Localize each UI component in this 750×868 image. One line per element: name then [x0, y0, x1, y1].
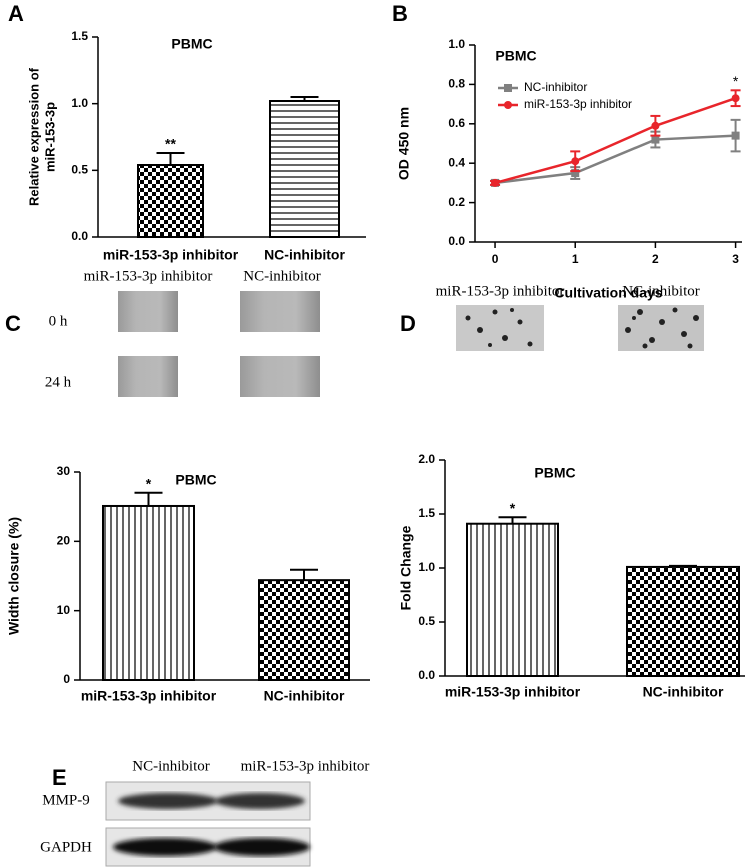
panel-label: C — [5, 311, 21, 336]
cells — [465, 307, 699, 349]
x-tick-label: 3 — [732, 252, 739, 266]
y-tick-label: 30 — [57, 464, 71, 478]
marker — [491, 178, 500, 187]
y-tick-label: 0 — [63, 672, 70, 686]
micro-image — [118, 356, 178, 397]
y-tick-label: 0.5 — [71, 163, 88, 177]
chart-title: PBMC — [534, 465, 575, 481]
y-tick-label: 1.5 — [418, 506, 435, 520]
y-tick-label: 0.0 — [71, 229, 88, 243]
bar — [137, 164, 204, 238]
y-tick-label: 0.0 — [448, 234, 465, 248]
y-tick-label: 1.0 — [448, 37, 465, 51]
y-tick-label: 0.8 — [448, 77, 465, 91]
row-label: MMP-9 — [42, 792, 90, 808]
column-label: miR-153-3p inhibitor — [241, 758, 370, 774]
invasion-images — [456, 305, 704, 351]
marker — [571, 169, 580, 178]
panel-label: E — [52, 765, 67, 790]
marker — [651, 121, 660, 130]
y-axis-label: Relative expression of — [26, 67, 41, 206]
legend-marker — [504, 101, 512, 109]
y-tick-label: 0.0 — [418, 668, 435, 682]
x-tick-label: NC-inhibitor — [264, 247, 345, 263]
marker — [651, 135, 660, 144]
column-label: miR-153-3p inhibitor — [436, 283, 565, 299]
y-axis-label: OD 450 nm — [396, 107, 412, 180]
y-axis-label: miR-153-3p — [42, 102, 57, 172]
column-label: NC-inhibitor — [132, 758, 210, 774]
series-line — [494, 97, 736, 185]
marker — [731, 131, 740, 140]
y-tick-label: 1.0 — [71, 96, 88, 110]
marker — [571, 157, 580, 166]
column-label: NC-inhibitor — [243, 268, 321, 284]
blot-band — [214, 838, 310, 856]
marker — [731, 94, 740, 103]
x-tick-label: miR-153-3p inhibitor — [81, 688, 217, 704]
chart-title: PBMC — [175, 472, 216, 488]
y-tick-label: 2.0 — [418, 452, 435, 466]
bar — [269, 100, 340, 238]
row-label: 0 h — [49, 313, 68, 329]
y-tick-label: 0.6 — [448, 116, 465, 130]
annotation: * — [146, 476, 152, 492]
y-tick-label: 0.2 — [448, 195, 465, 209]
blot-band — [215, 793, 305, 809]
blot-band — [113, 838, 217, 856]
y-tick-label: 1.5 — [71, 29, 88, 43]
annotation: ** — [165, 136, 176, 152]
y-axis-label: Width closure (%) — [6, 517, 22, 635]
bar — [102, 504, 195, 681]
blot-band — [118, 793, 218, 809]
micro-image — [240, 356, 320, 397]
x-tick-label: NC-inhibitor — [643, 684, 724, 700]
x-tick-label: 1 — [572, 252, 579, 266]
legend-marker — [504, 84, 512, 92]
x-tick-label: miR-153-3p inhibitor — [445, 684, 581, 700]
x-tick-label: 0 — [492, 252, 499, 266]
chart-title: PBMC — [171, 36, 212, 52]
legend-label: NC-inhibitor — [524, 80, 587, 94]
bar — [466, 522, 559, 677]
column-label: miR-153-3p inhibitor — [84, 268, 213, 284]
wound-images — [118, 291, 320, 397]
western-blot — [105, 781, 311, 867]
x-axis-label: Cultivation days — [554, 285, 662, 301]
x-tick-label: NC-inhibitor — [264, 688, 345, 704]
x-tick-label: miR-153-3p inhibitor — [103, 247, 239, 263]
series-line — [494, 134, 736, 185]
y-tick-label: 0.5 — [418, 614, 435, 628]
y-axis-label: Fold Change — [398, 525, 414, 610]
bar — [258, 579, 350, 681]
chart-title: PBMC — [495, 48, 536, 64]
bar — [626, 565, 740, 677]
micro-image — [118, 291, 178, 332]
panel-label: B — [392, 1, 408, 26]
row-label: 24 h — [45, 374, 72, 390]
panel-label: A — [8, 1, 24, 26]
row-label: GAPDH — [40, 839, 92, 855]
y-tick-label: 20 — [57, 534, 71, 548]
legend-label: miR-153-3p inhibitor — [524, 97, 632, 111]
x-tick-label: 2 — [652, 252, 659, 266]
y-tick-label: 1.0 — [418, 560, 435, 574]
column-label: NC-inhibitor — [622, 283, 700, 299]
panel-label: D — [400, 311, 416, 336]
annotation: * — [733, 73, 739, 89]
y-tick-label: 0.4 — [448, 155, 465, 169]
y-tick-label: 10 — [57, 603, 71, 617]
annotation: * — [510, 500, 516, 516]
micro-image — [240, 291, 320, 332]
micro-image — [618, 305, 704, 351]
